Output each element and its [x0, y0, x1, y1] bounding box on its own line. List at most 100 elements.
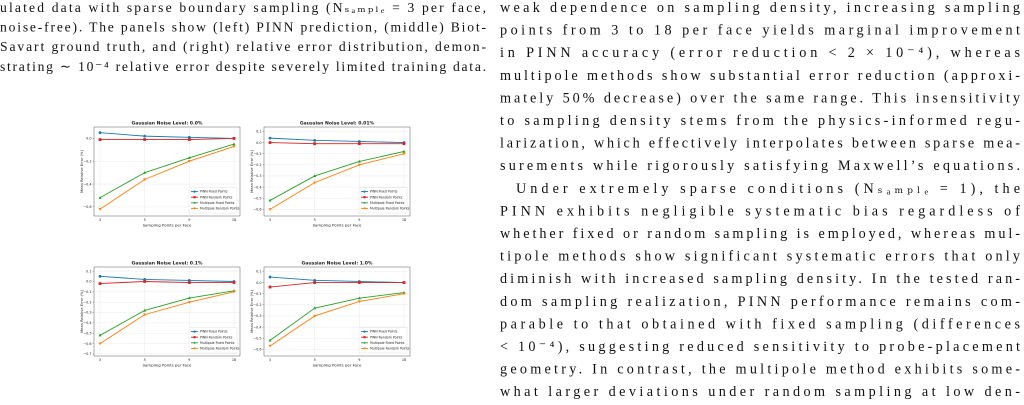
marker — [98, 342, 102, 346]
marker — [313, 314, 317, 318]
legend-label: Multipole Fixed Points — [370, 201, 405, 205]
marker — [363, 201, 366, 204]
y-tick-label: 0.0 — [256, 281, 261, 285]
chart-panel: Gaussian Noise Level: 1.0% 0.1 0.0 −0.1 −0.2… — [250, 261, 411, 368]
legend-label: PINN Random Points — [200, 195, 233, 199]
y-axis-label: Mean Relative Error (%) — [250, 150, 254, 193]
x-tick-label: 3 — [269, 358, 271, 362]
x-tick-label: 18 — [402, 358, 406, 362]
marker — [268, 208, 272, 212]
y-tick-label: 0.0 — [86, 137, 91, 141]
marker — [143, 134, 147, 138]
x-tick-label: 9 — [188, 358, 190, 362]
legend-box — [188, 327, 238, 354]
x-axis-label: Sampling Points per Face — [143, 363, 192, 368]
series-line — [269, 282, 404, 288]
marker — [187, 160, 191, 163]
legend-box — [358, 187, 408, 214]
marker — [143, 138, 147, 141]
series-line — [269, 276, 405, 284]
y-axis-label: Mean Relative Error (%) — [80, 290, 84, 333]
y-axis-label: Mean Relative Error (%) — [80, 150, 84, 193]
legend-label: Multipole Fixed Points — [200, 201, 235, 205]
x-tick-label: 18 — [232, 218, 236, 222]
body-line: dom sampling realization, PINN performan… — [500, 294, 1020, 310]
x-tick-label: 18 — [402, 218, 406, 222]
marker — [357, 296, 361, 300]
marker — [363, 190, 366, 193]
marker — [268, 275, 272, 279]
y-tick-label: −0.3 — [253, 174, 261, 178]
marker — [357, 159, 361, 163]
marker — [313, 138, 317, 142]
marker — [193, 330, 196, 333]
series-line — [269, 293, 405, 347]
x-tick-label: 18 — [232, 358, 236, 362]
x-tick-label: 5 — [314, 358, 316, 362]
y-tick-label: 0.0 — [256, 141, 261, 145]
chart-panel: Gaussian Noise Level: 0.01% 0.1 0.0 −0.1 −0.… — [250, 121, 411, 228]
body-line: Under extremely sparse conditions (Nₛₐₘₚ… — [516, 181, 1020, 197]
marker — [363, 341, 366, 344]
y-tick-label: −0.4 — [253, 325, 261, 329]
body-line: < 10⁻⁴), suggesting reduced sensitivity … — [500, 339, 1020, 355]
marker — [98, 282, 102, 285]
marker — [187, 156, 191, 159]
body-line: weak dependence on sampling density, inc… — [500, 0, 1020, 16]
y-tick-label: −0.7 — [83, 352, 91, 356]
chart-title: Gaussian Noise Level: 0.1% — [131, 261, 202, 267]
marker — [187, 135, 191, 139]
y-tick-label: −0.6 — [83, 205, 91, 209]
y-tick-label: 0.1 — [86, 269, 91, 273]
x-axis-label: Sampling Points per Face — [313, 223, 362, 228]
body-line: PINN exhibits negligible systematic bias… — [500, 203, 1020, 219]
legend-label: Multipole Random Points — [200, 347, 240, 351]
marker — [193, 190, 196, 193]
marker — [402, 152, 406, 156]
marker — [232, 281, 236, 284]
series-line — [99, 145, 235, 210]
y-tick-label: −0.3 — [253, 314, 261, 318]
marker — [193, 336, 196, 339]
legend-label: PINN Fixed Points — [200, 190, 228, 194]
y-tick-label: 0.0 — [86, 280, 91, 284]
y-tick-label: 0.1 — [256, 270, 261, 274]
marker — [187, 296, 191, 300]
body-line: larization, which effectively interpolat… — [500, 136, 1020, 152]
series-line — [99, 290, 235, 336]
marker — [363, 347, 366, 350]
marker — [357, 163, 361, 167]
series-line — [100, 137, 235, 141]
series-line — [269, 142, 404, 145]
x-axis-label: Sampling Points per Face — [143, 223, 192, 228]
y-tick-label: −0.6 — [253, 208, 261, 212]
series-line — [99, 275, 235, 282]
y-tick-label: −0.3 — [83, 311, 91, 315]
x-tick-label: 9 — [358, 358, 360, 362]
marker — [357, 140, 361, 143]
y-tick-label: −0.2 — [83, 159, 91, 163]
y-tick-label: −0.4 — [83, 182, 91, 186]
marker — [268, 285, 272, 289]
marker — [402, 281, 406, 284]
chart-panel: Gaussian Noise Level: 0.1% 0.1 0.0 −0.1 −0.2… — [80, 261, 241, 368]
marker — [98, 274, 102, 278]
legend-label: Multipole Random Points — [370, 347, 410, 351]
marker — [143, 313, 147, 317]
x-tick-label: 5 — [144, 218, 146, 222]
chart-title: Gaussian Noise Level: 1.0% — [301, 261, 372, 267]
x-tick-label: 5 — [144, 358, 146, 362]
marker — [363, 196, 366, 199]
series-line — [269, 137, 405, 144]
marker — [98, 131, 102, 135]
chart-title: Gaussian Noise Level: 0.0% — [131, 121, 202, 127]
marker — [268, 136, 272, 140]
marker — [268, 338, 272, 342]
series-line — [269, 292, 405, 341]
series-line — [269, 151, 405, 201]
marker — [357, 281, 361, 284]
marker — [232, 142, 236, 146]
marker — [268, 344, 272, 348]
